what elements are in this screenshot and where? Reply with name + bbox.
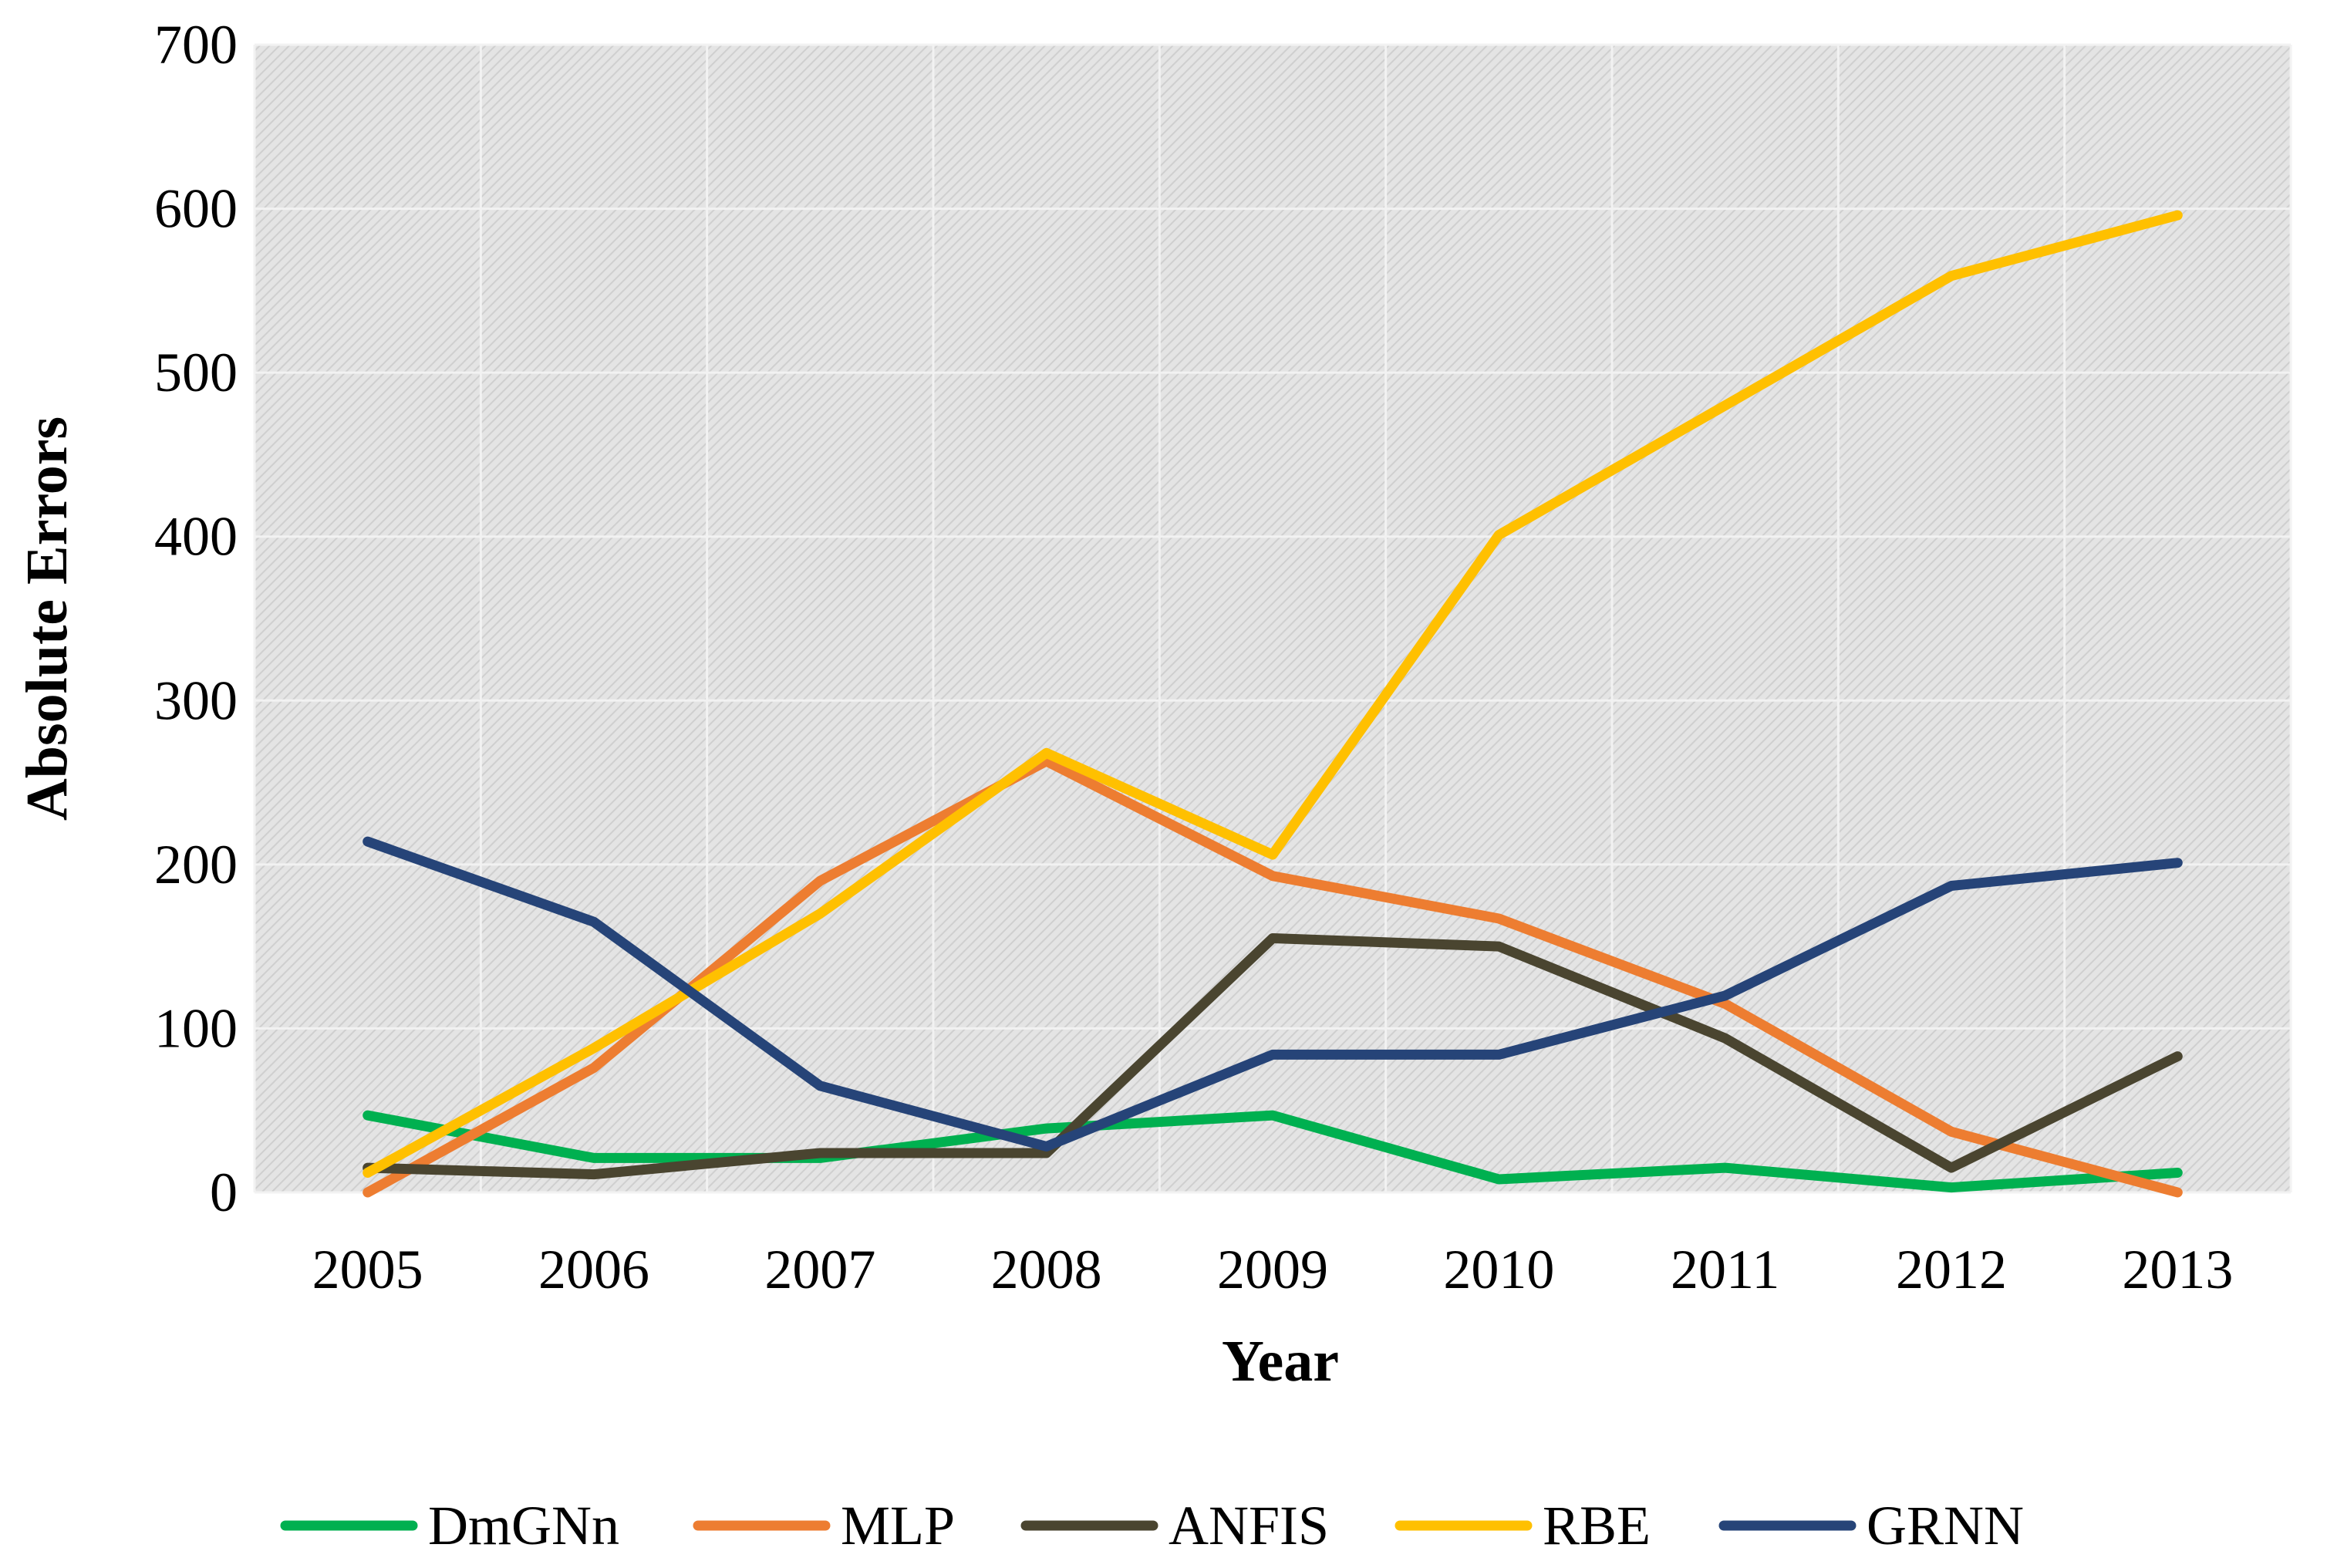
x-tick-label: 2013: [2122, 1239, 2233, 1300]
y-tick-label: 700: [154, 14, 238, 76]
legend: DmGNn MLP ANFIS RBE GRNN: [280, 1495, 2024, 1556]
series-line-dmgnn: [363, 1110, 2183, 1193]
y-tick-label: 500: [154, 342, 238, 403]
gridlines: [253, 43, 2292, 1194]
x-tick-label: 2010: [1443, 1239, 1554, 1300]
legend-item-anfis: ANFIS: [1020, 1495, 1329, 1556]
legend-item-rbe: RBE: [1395, 1495, 1651, 1556]
x-tick-label: 2005: [312, 1239, 423, 1300]
legend-label: RBE: [1543, 1495, 1651, 1556]
y-tick-label: 0: [210, 1162, 238, 1223]
x-tick-label: 2009: [1217, 1239, 1328, 1300]
y-tick-label: 100: [154, 997, 238, 1059]
legend-item-mlp: MLP: [693, 1495, 955, 1556]
legend-item-dmgnn: DmGNn: [280, 1495, 619, 1556]
plot-area: [255, 45, 2291, 1192]
y-tick-label: 300: [154, 669, 238, 731]
y-tick-label: 200: [154, 834, 238, 895]
x-tick-label: 2006: [538, 1239, 649, 1300]
series-line-rbe: [363, 210, 2183, 1178]
series-lines: [363, 210, 2183, 1198]
x-tick-label: 2012: [1896, 1239, 2007, 1300]
legend-label: MLP: [841, 1495, 955, 1556]
legend-item-grnn: GRNN: [1718, 1495, 2024, 1556]
y-axis: 0 100 200 300 400 500 600 700: [154, 14, 238, 1223]
y-tick-label: 600: [154, 178, 238, 240]
x-tick-label: 2007: [764, 1239, 875, 1300]
series-line-grnn: [363, 836, 2183, 1152]
x-tick-label: 2008: [991, 1239, 1102, 1300]
y-axis-title: Absolute Errors: [15, 416, 79, 821]
x-axis: 2005 2006 2007 2008 2009 2010 2011 2012 2013: [312, 1239, 2234, 1300]
legend-label: GRNN: [1867, 1495, 2024, 1556]
y-tick-label: 400: [154, 506, 238, 568]
legend-label: ANFIS: [1169, 1495, 1329, 1556]
x-tick-label: 2011: [1671, 1239, 1779, 1300]
series-line-anfis: [363, 933, 2183, 1180]
x-axis-title: Year: [1222, 1329, 1339, 1394]
legend-label: DmGNn: [428, 1495, 619, 1556]
